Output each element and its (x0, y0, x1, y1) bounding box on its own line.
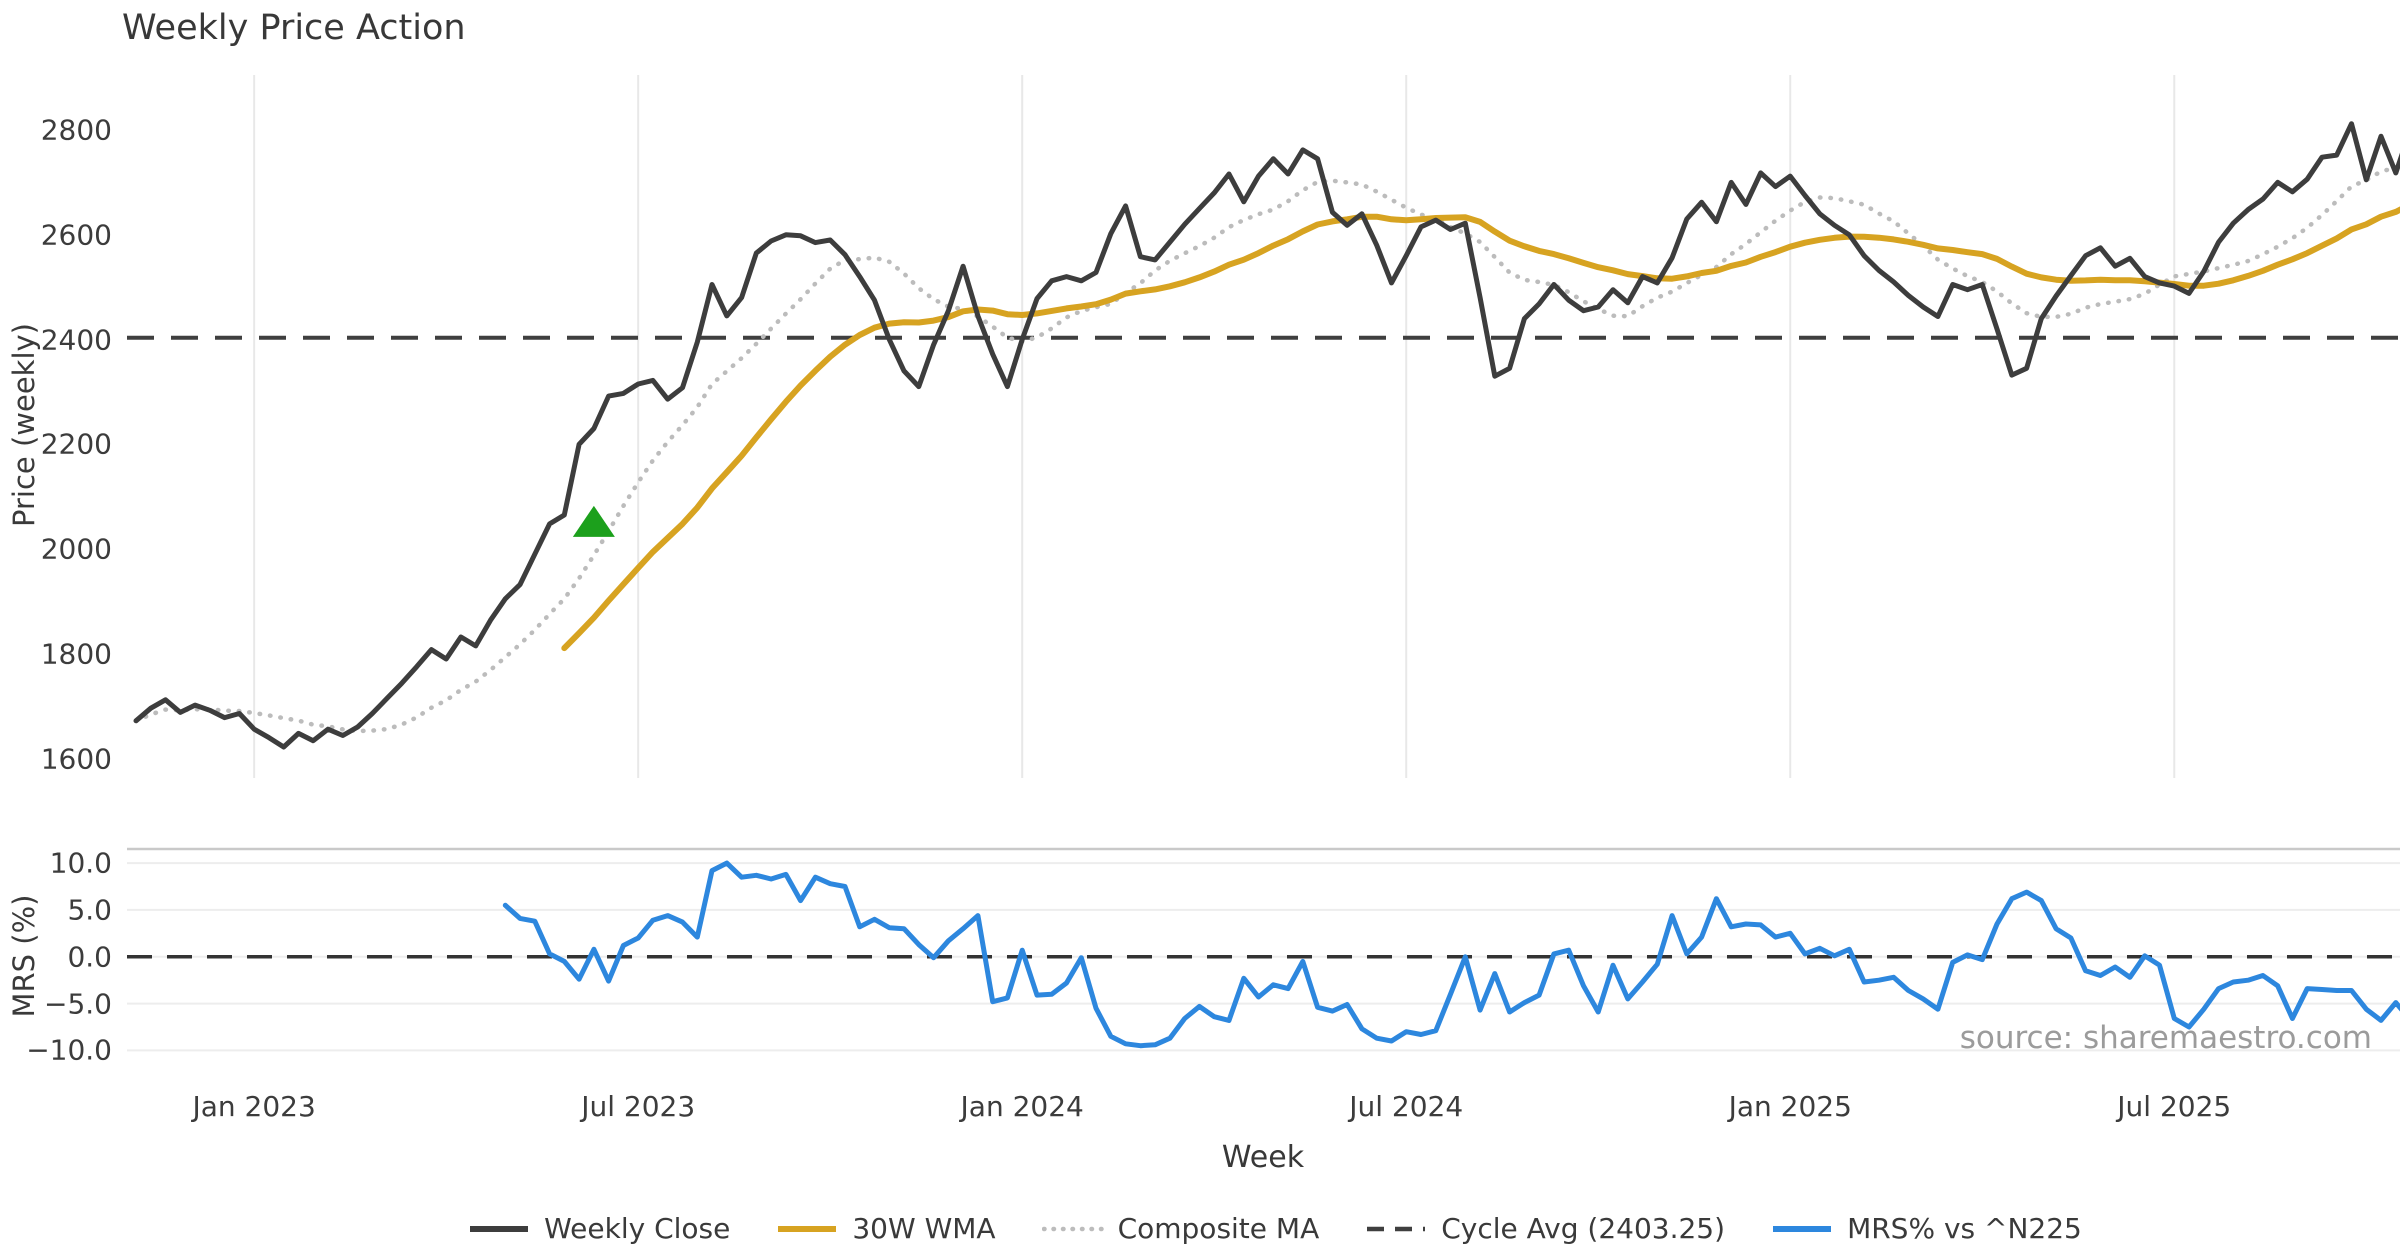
legend-item-composite-ma: Composite MA (1041, 1212, 1320, 1245)
legend-item-label: 30W WMA (852, 1212, 996, 1245)
x-tick-label: Jul 2025 (2117, 1090, 2232, 1123)
top-y-tick-label: 2000 (40, 532, 112, 566)
legend-item-cycle-avg-2403-25: Cycle Avg (2403.25) (1365, 1212, 1725, 1245)
x-tick-label: Jan 2024 (960, 1090, 1084, 1123)
x-tick-label: Jul 2024 (1349, 1090, 1464, 1123)
top-y-tick-label: 2800 (40, 113, 112, 147)
legend-item-label: Cycle Avg (2403.25) (1441, 1212, 1726, 1245)
legend-item-label: Weekly Close (544, 1212, 731, 1245)
legend-item-label: Composite MA (1117, 1212, 1320, 1245)
legend-line-sample-icon (1041, 1226, 1104, 1231)
weekly-close-line (133, 121, 2400, 750)
x-tick-label: Jan 2025 (1728, 1090, 1852, 1123)
top-y-tick-label: 1800 (40, 637, 112, 671)
legend-line-sample-icon (1367, 1226, 1426, 1231)
composite-ma-line (133, 163, 2400, 734)
legend-item-30w-wma: 30W WMA (776, 1212, 996, 1245)
x-tick-label: Jul 2023 (581, 1090, 696, 1123)
mrs-line (502, 860, 2400, 1049)
chart-title: Weekly Price Action (122, 8, 466, 48)
top-y-tick-label: 2200 (40, 427, 112, 461)
bottom-y-tick-label: 0.0 (67, 940, 112, 974)
source-watermark: source: sharemaestro.com (1959, 1020, 2372, 1056)
legend-line-sample-icon (1773, 1225, 1832, 1232)
wma-30w-line (561, 206, 2400, 652)
chart-legend: Weekly Close 30W WMA Composite MA Cycle Avg… (150, 1212, 2400, 1245)
x-axis-label: Week (1221, 1140, 1305, 1175)
bottom-y-tick-label: 5.0 (67, 893, 112, 927)
top-y-tick-label: 1600 (40, 742, 112, 775)
legend-item-mrs-vs-n225: MRS% vs ^N225 (1771, 1212, 2082, 1245)
bottom-y-tick-label: 10.0 (49, 846, 112, 880)
bottom-y-tick-label: −5.0 (44, 987, 112, 1021)
x-tick-label: Jan 2023 (192, 1090, 316, 1123)
top-y-tick-label: 2400 (40, 323, 112, 356)
top-y-tick-label: 2600 (40, 218, 112, 252)
legend-line-sample-icon (778, 1225, 837, 1232)
bottom-y-tick-label: −10.0 (26, 1033, 112, 1067)
legend-item-label: MRS% vs ^N225 (1847, 1212, 2082, 1245)
legend-item-weekly-close: Weekly Close (468, 1212, 730, 1245)
legend-line-sample-icon (470, 1225, 529, 1232)
buy-signal-triangle-icon (572, 505, 615, 537)
